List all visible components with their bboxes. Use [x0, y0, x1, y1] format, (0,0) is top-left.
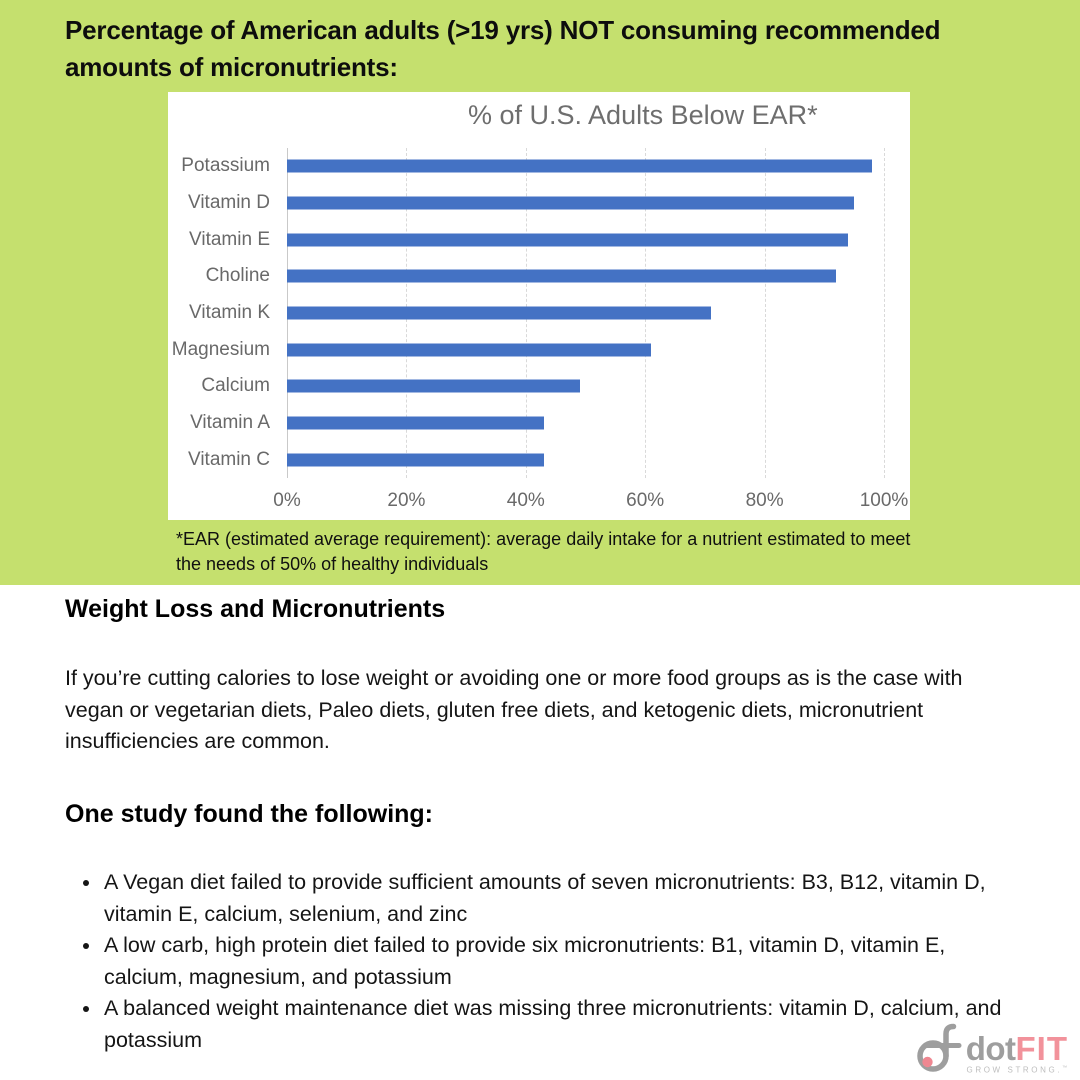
bar-magnesium [287, 343, 652, 357]
category-label: Vitamin A [190, 412, 270, 434]
category-label: Vitamin D [187, 192, 270, 213]
x-axis-tick: 100% [859, 490, 909, 511]
weight-loss-heading: Weight Loss and Micronutrients [65, 595, 446, 623]
bar-row: Choline [206, 258, 884, 295]
x-axis-tick: 60% [626, 490, 665, 511]
dotfit-tagline: GROW STRONG.™ [967, 1065, 1068, 1075]
bar-vitamin-e [287, 233, 849, 247]
list-item: A balanced weight maintenance diet was m… [102, 993, 1010, 1056]
dotfit-wordmark-fit: FIT [1015, 1030, 1068, 1068]
category-label: Magnesium [171, 338, 270, 360]
weight-loss-body: If you’re cutting calories to lose weigh… [65, 666, 963, 753]
bar-row: Vitamin C [188, 441, 884, 478]
bar-row: Vitamin K [189, 295, 884, 332]
bar-rows: Potassium Vitamin D Vitamin E Choline Vitami… [172, 148, 884, 478]
bar-choline [287, 269, 837, 283]
page-title: Percentage of American adults (>19 yrs) … [65, 15, 941, 82]
gridline [764, 148, 766, 478]
bar-row: Potassium [181, 148, 884, 185]
dotfit-wordmark: dotFIT [965, 1030, 1068, 1068]
header-section: Percentage of American adults (>19 yrs) … [0, 0, 1080, 585]
category-label: Vitamin E [189, 228, 270, 250]
chart-title: % of U.S. Adults Below EAR* [468, 100, 818, 130]
dotfit-logo-text: dotFIT GROW STRONG.™ [965, 1030, 1068, 1075]
gridline [884, 148, 885, 478]
x-axis-tick: 80% [745, 490, 784, 511]
category-label: Vitamin C [187, 448, 270, 470]
list-item: A Vegan diet failed to provide sufficien… [102, 867, 1010, 930]
bar-row: Vitamin D [188, 185, 884, 222]
x-axis: 0% 20% 40% 60% 80% 100% [273, 478, 908, 511]
bar-row: Calcium [201, 368, 884, 405]
study-heading: One study found the following: [65, 800, 434, 828]
bar-potassium [287, 159, 873, 173]
category-label: Choline [205, 265, 270, 287]
dotfit-tagline-text: GROW STRONG. [966, 1066, 1063, 1075]
x-axis-tick: 0% [273, 490, 301, 511]
bar-row: Vitamin A [190, 405, 884, 442]
bar-vitamin-a [287, 416, 544, 430]
bar-vitamin-c [287, 453, 544, 467]
chart-card: % of U.S. Adults Below EAR* Potassium Vit… [168, 92, 910, 520]
trademark-symbol: ™ [1062, 1065, 1068, 1072]
bar-vitamin-k [287, 306, 711, 320]
bar-calcium [287, 379, 580, 393]
x-axis-tick: 40% [506, 490, 545, 511]
list-item: A low carb, high protein diet failed to … [102, 930, 1010, 993]
dotfit-logo: dotFIT GROW STRONG.™ [911, 1021, 1068, 1075]
x-axis-tick: 20% [387, 490, 426, 511]
bar-chart-plot: Potassium Vitamin D Vitamin E Choline Vitami… [172, 148, 908, 511]
bar-row: Vitamin E [189, 221, 884, 258]
dotfit-wordmark-dot: dot [965, 1030, 1016, 1068]
category-label: Potassium [181, 155, 270, 177]
bar-row: Magnesium [172, 331, 884, 368]
content-section: Weight Loss and Micronutrients If you’re… [0, 585, 1080, 1080]
category-label: Calcium [201, 375, 270, 397]
category-label: Vitamin K [189, 302, 270, 324]
study-bullet-list: A Vegan diet failed to provide sufficien… [68, 867, 1010, 1056]
dotfit-logo-icon [916, 1023, 962, 1072]
bar-vitamin-d [287, 196, 855, 210]
chart-footnote: *EAR (estimated average requirement): av… [176, 529, 911, 574]
